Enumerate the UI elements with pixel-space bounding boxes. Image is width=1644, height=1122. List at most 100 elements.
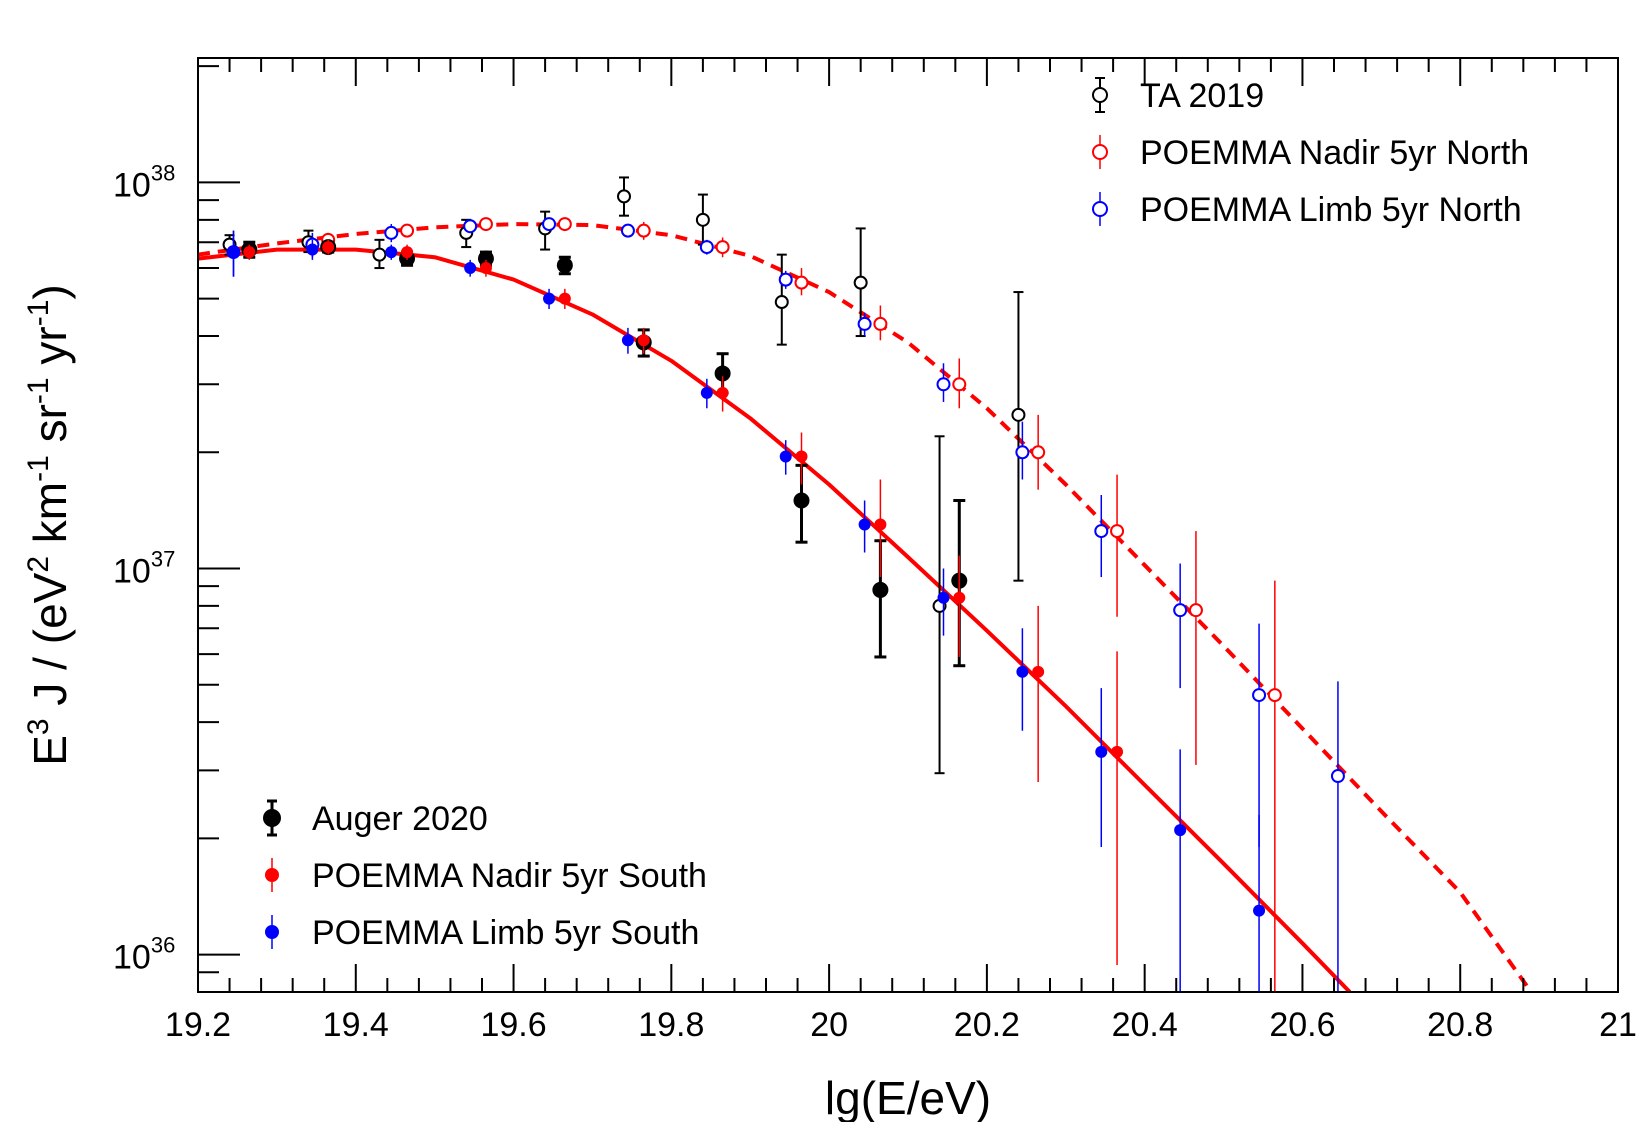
data-point — [621, 334, 634, 347]
plot-frame — [197, 57, 1619, 993]
data-point — [953, 591, 966, 604]
data-point — [542, 217, 557, 232]
x-tick-label: 19.2 — [165, 1006, 231, 1044]
y-axis-label-sup: -1 — [22, 300, 55, 327]
data-point — [306, 243, 319, 256]
x-tick-label: 20.8 — [1427, 1006, 1493, 1044]
y-tick-label: 1036 — [113, 933, 175, 977]
legend-marker — [1092, 144, 1108, 160]
data-point — [1016, 665, 1029, 678]
y-tick-label: 1037 — [113, 546, 175, 590]
data-point — [853, 275, 868, 290]
y-tick-exponent: 38 — [151, 160, 175, 185]
data-point — [384, 225, 399, 240]
legend-bottom-left: Auger 2020 POEMMA Nadir 5yr South POEMMA L… — [263, 799, 707, 952]
y-axis-label-km: km — [24, 482, 76, 556]
y-tick-exponent: 37 — [151, 546, 175, 571]
data-point — [858, 518, 871, 531]
y-axis-label-middle: J / (eV — [24, 572, 76, 718]
legend-label: POEMMA Nadir 5yr South — [312, 857, 707, 895]
data-point — [463, 219, 478, 234]
legend-marker — [263, 809, 281, 827]
data-point — [1330, 769, 1345, 784]
data-point — [1253, 904, 1266, 917]
data-point — [227, 246, 240, 259]
y-tick-base: 10 — [113, 552, 151, 590]
legend-label: Auger 2020 — [312, 800, 488, 838]
x-tick-label: 19.6 — [480, 1006, 546, 1044]
data-point — [478, 217, 493, 232]
x-tick-label: 19.8 — [638, 1006, 704, 1044]
data-point — [700, 386, 713, 399]
data-point — [1095, 745, 1108, 758]
series-poemma-limb-5yr-south — [227, 230, 1266, 992]
series-poemma-nadir-5yr-south — [243, 239, 1124, 965]
x-tick-label: 20.2 — [954, 1006, 1020, 1044]
data-point — [794, 275, 809, 290]
data-point — [243, 246, 256, 259]
data-point — [558, 292, 571, 305]
data-point — [400, 223, 415, 238]
y-axis-label-sup: 2 — [22, 556, 55, 573]
data-point — [795, 450, 808, 463]
y-axis-label-sup: 3 — [22, 718, 55, 735]
data-point — [872, 581, 889, 598]
y-axis-label-sr: sr — [24, 404, 76, 455]
data-point — [1032, 665, 1045, 678]
data-point — [1188, 603, 1203, 618]
legend-label: TA 2019 — [1140, 77, 1264, 115]
legend-marker — [265, 925, 279, 939]
y-axis-label-sup: -1 — [22, 377, 55, 404]
y-axis-label-yr: yr — [24, 326, 76, 377]
data-point — [937, 591, 950, 604]
legend-label: POEMMA Limb 5yr South — [312, 914, 699, 952]
data-point — [385, 246, 398, 259]
legend-top-right: TA 2019 POEMMA Nadir 5yr North POEMMA Limb… — [1092, 77, 1529, 229]
data-point — [477, 250, 494, 267]
series-poemma-limb-5yr-north — [226, 217, 1345, 992]
x-tick-label: 20 — [810, 1006, 848, 1044]
data-point — [936, 377, 951, 392]
data-point — [1267, 688, 1282, 703]
data-point — [1094, 524, 1109, 539]
y-tick-base: 10 — [113, 939, 151, 977]
legend-marker — [265, 868, 279, 882]
data-point — [1011, 407, 1026, 422]
y-axis-label-prefix: E — [24, 735, 76, 766]
y-tick-base: 10 — [113, 166, 151, 204]
axes: 19.2 19.4 19.6 19.8 20 20.2 20.4 20.6 20.8 211036… — [113, 58, 1637, 1044]
data-point — [778, 272, 793, 287]
data-point — [1031, 445, 1046, 460]
data-point — [793, 492, 810, 509]
legend-marker — [1092, 201, 1108, 217]
data-point — [1174, 824, 1187, 837]
x-axis-label: lg(E/eV) — [825, 1072, 991, 1122]
data-point — [857, 316, 872, 331]
x-tick-label: 21 — [1599, 1006, 1637, 1044]
data-point — [1252, 688, 1267, 703]
y-tick-label: 1038 — [113, 160, 175, 204]
y-axis-label-close: ) — [24, 284, 76, 299]
y-tick-exponent: 36 — [151, 933, 175, 958]
x-tick-label: 20.4 — [1112, 1006, 1178, 1044]
data-point — [714, 365, 731, 382]
data-point — [952, 377, 967, 392]
legend-marker — [1092, 87, 1108, 103]
x-tick-label: 19.4 — [323, 1006, 389, 1044]
data-point — [479, 262, 492, 275]
data-point — [1110, 524, 1125, 539]
data-point — [1111, 745, 1124, 758]
data-point — [637, 334, 650, 347]
north-fit-curve — [198, 222, 1533, 992]
data-point — [874, 518, 887, 531]
y-axis-label-sup: -1 — [22, 455, 55, 482]
data-point — [556, 257, 573, 274]
y-axis-label: E3 J / (eV2 km-1 sr-1 yr-1) — [22, 284, 76, 766]
data-point — [1015, 445, 1030, 460]
data-point — [620, 223, 635, 238]
data-point — [372, 247, 387, 262]
data-point — [636, 223, 651, 238]
data-point — [322, 241, 335, 254]
data-point — [699, 240, 714, 255]
